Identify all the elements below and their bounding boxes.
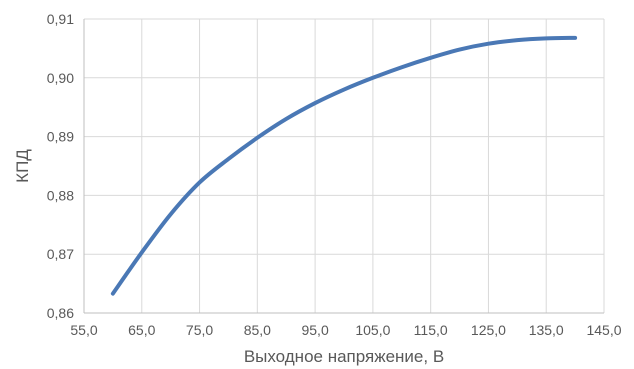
x-tick-label: 125,0 <box>471 322 506 338</box>
x-tick-label: 105,0 <box>355 322 390 338</box>
axes <box>83 19 604 314</box>
x-tick-label: 135,0 <box>529 322 564 338</box>
y-tick-label: 0,91 <box>47 11 74 27</box>
y-tick-label: 0,88 <box>47 187 74 203</box>
x-axis-title: Выходное напряжение, В <box>244 347 444 366</box>
x-tick-label: 75,0 <box>186 322 213 338</box>
tick-labels: 55,0 65,0 75,0 85,0 95,0 105,0 115,0 125,0 135,0… <box>47 11 622 338</box>
series-line <box>110 35 578 296</box>
y-axis-title: КПД <box>13 149 32 183</box>
x-tick-label: 95,0 <box>301 322 328 338</box>
y-tick-label: 0,87 <box>47 246 74 262</box>
x-tick-label: 55,0 <box>70 322 97 338</box>
y-tick-label: 0,90 <box>47 70 74 86</box>
x-tick-label: 65,0 <box>128 322 155 338</box>
y-tick-label: 0,89 <box>47 129 74 145</box>
grid <box>84 18 605 313</box>
x-tick-label: 145,0 <box>586 322 621 338</box>
x-tick-label: 115,0 <box>414 322 448 338</box>
y-tick-label: 0,86 <box>47 305 74 321</box>
x-tick-label: 85,0 <box>244 322 271 338</box>
series <box>110 35 578 296</box>
